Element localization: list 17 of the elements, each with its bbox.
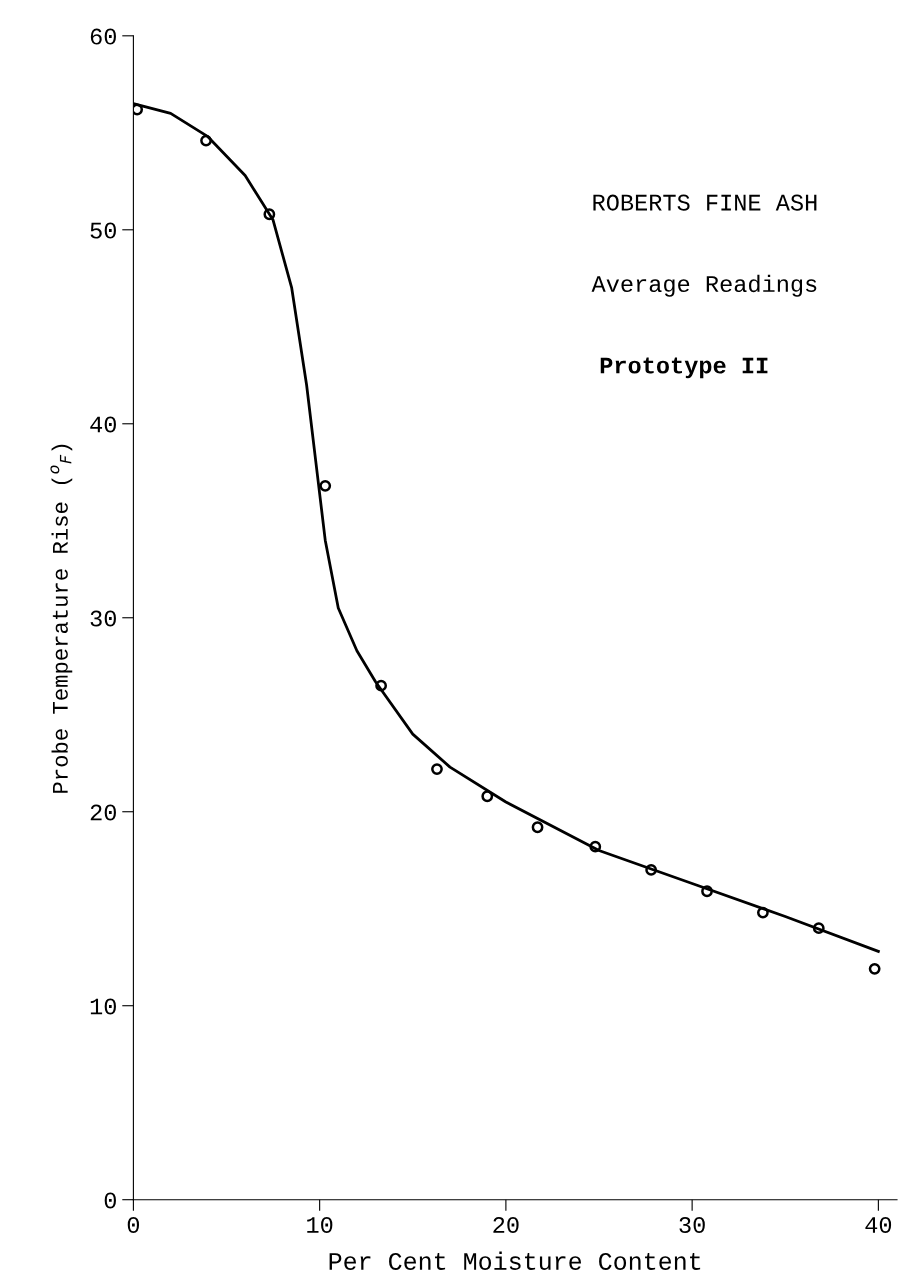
annotation: ROBERTS FINE ASH — [593, 194, 817, 211]
x-tick-label: 0 — [127, 1216, 140, 1234]
x-tick-label: 30 — [679, 1216, 705, 1234]
y-tick-label: 30 — [90, 610, 116, 627]
x-tick-label: 10 — [307, 1216, 333, 1234]
annotation: Prototype II — [600, 357, 768, 379]
x-axis-title: Per Cent Moisture Content — [329, 1251, 701, 1270]
y-tick-label: 60 — [90, 28, 116, 45]
y-tick-label: 10 — [90, 998, 116, 1015]
annotation: Average Readings — [591, 274, 817, 297]
y-tick-label: 40 — [90, 416, 116, 433]
x-tick-label: 40 — [865, 1216, 892, 1234]
y-tick-label: 0 — [104, 1192, 116, 1209]
x-tick-label: 20 — [493, 1216, 519, 1234]
y-axis-title: Probe Temperature Rise ($^{o}$$_{F}$) — [50, 444, 73, 793]
y-tick-label: 20 — [90, 804, 116, 821]
y-tick-label: 50 — [90, 222, 116, 239]
